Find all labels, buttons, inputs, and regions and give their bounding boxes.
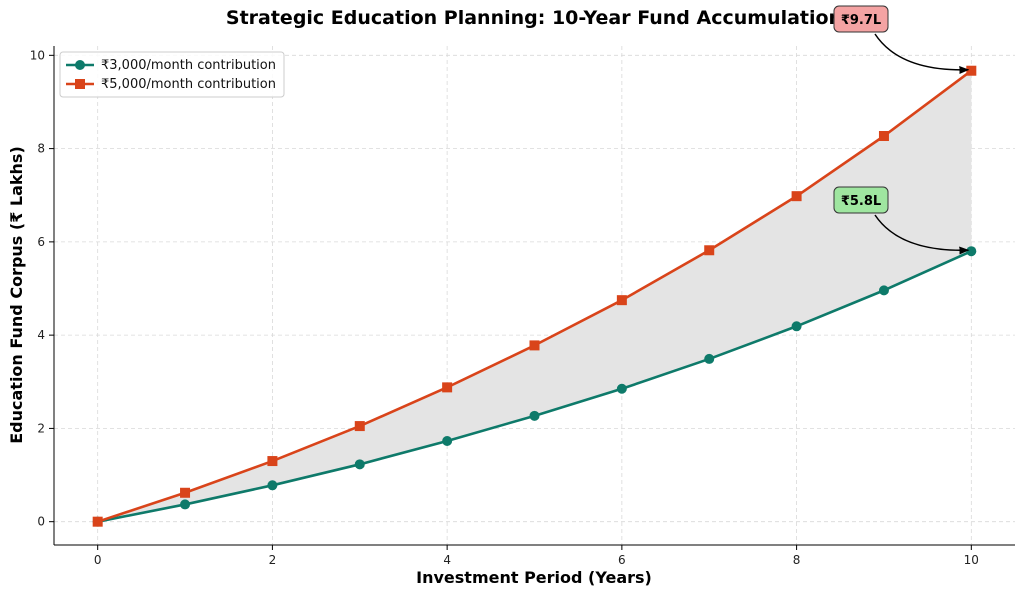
y-tick-label: 2 — [37, 421, 45, 435]
y-axis-label: Education Fund Corpus (₹ Lakhs) — [7, 146, 26, 444]
data-point-series-2 — [442, 382, 453, 393]
data-point-series-1 — [616, 383, 627, 394]
data-point-series-1 — [966, 246, 977, 257]
y-tick-label: 10 — [30, 48, 45, 62]
legend-label-series-2: ₹5,000/month contribution — [101, 77, 276, 92]
fill-between-region — [97, 70, 972, 522]
y-tick-label: 0 — [37, 515, 45, 529]
annotation-box-low — [833, 186, 889, 214]
x-ticks: 0 2 4 6 8 10 — [94, 545, 979, 567]
x-tick-label: 2 — [269, 553, 277, 567]
y-tick-label: 8 — [37, 142, 45, 156]
data-point-series-2 — [966, 65, 977, 76]
annotation-arrow-high — [874, 33, 970, 74]
x-tick-label: 4 — [443, 553, 451, 567]
y-tick-label: 4 — [37, 328, 45, 342]
data-point-series-1 — [704, 353, 715, 364]
legend-marker-series-2 — [75, 79, 85, 89]
legend-marker-series-1 — [75, 60, 85, 70]
annotation-arrow-low — [874, 214, 970, 255]
annotation-label-low: ₹5.8L — [841, 194, 881, 209]
data-point-series-1 — [180, 499, 191, 510]
data-point-series-2 — [791, 191, 802, 202]
data-point-series-2 — [878, 131, 889, 142]
data-point-series-2 — [354, 421, 365, 432]
legend-label-series-1: ₹3,000/month contribution — [101, 58, 276, 73]
data-point-series-1 — [442, 436, 453, 447]
x-axis-label: Investment Period (Years) — [416, 568, 652, 587]
annotation-label-high: ₹9.7L — [841, 13, 881, 28]
data-point-series-2 — [180, 487, 191, 498]
data-point-series-2 — [704, 245, 715, 256]
fill-between-area — [97, 70, 972, 522]
data-point-series-1 — [354, 459, 365, 470]
data-point-series-2 — [92, 516, 103, 527]
data-point-series-2 — [616, 295, 627, 306]
legend: ₹3,000/month contribution ₹5,000/month c… — [59, 51, 285, 98]
legend-box — [59, 51, 285, 98]
chart-title: Strategic Education Planning: 10-Year Fu… — [226, 7, 842, 29]
x-tick-label: 10 — [964, 553, 979, 567]
data-point-series-1 — [878, 285, 889, 296]
data-point-series-1 — [529, 410, 540, 421]
y-tick-label: 6 — [37, 235, 45, 249]
y-ticks: 0 2 4 6 8 10 — [30, 48, 54, 529]
annotations: ₹9.7L ₹5.8L — [833, 5, 970, 255]
x-tick-label: 0 — [94, 553, 102, 567]
data-point-series-1 — [791, 321, 802, 332]
data-point-series-2 — [267, 456, 278, 467]
data-point-series-2 — [529, 340, 540, 351]
x-tick-label: 6 — [618, 553, 626, 567]
data-point-series-1 — [267, 480, 278, 491]
annotation-box-high — [833, 5, 889, 33]
x-tick-label: 8 — [793, 553, 801, 567]
